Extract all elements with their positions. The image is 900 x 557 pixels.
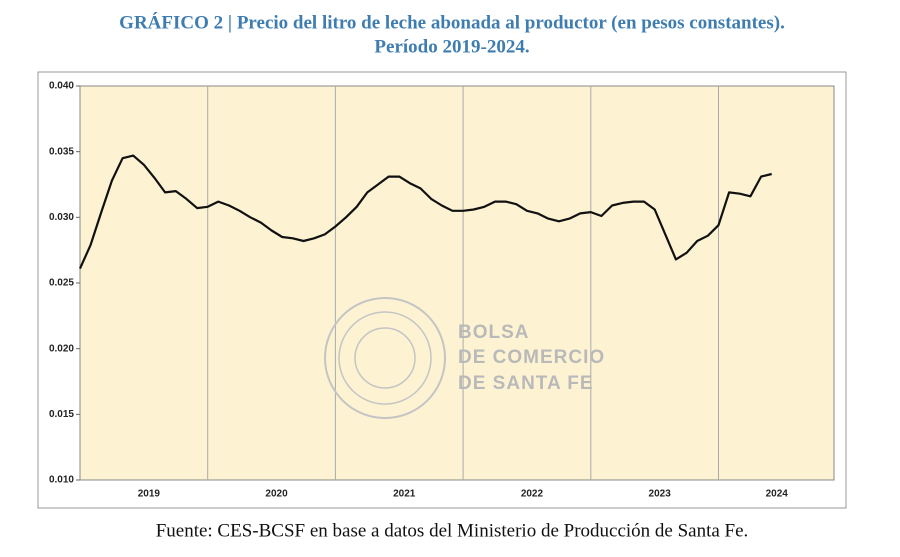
y-tick-label: 0.035 — [49, 146, 74, 157]
x-tick-label: 2021 — [393, 489, 416, 500]
x-tick-label: 2020 — [265, 489, 288, 500]
watermark-seal — [324, 297, 446, 419]
watermark-text: BOLSA — [458, 322, 530, 343]
y-tick-label: 0.025 — [49, 278, 74, 289]
y-tick-label: 0.010 — [49, 475, 74, 486]
y-tick-label: 0.015 — [49, 409, 74, 420]
x-tick-label: 2023 — [649, 489, 672, 500]
chart-subtitle: Período 2019-2024. — [374, 36, 529, 57]
x-tick-label: 2024 — [766, 489, 789, 500]
data-line — [78, 154, 772, 270]
y-tick-label: 0.030 — [49, 212, 74, 223]
source-note: Fuente: CES-BCSF en base a datos del Min… — [156, 520, 749, 541]
chart-title: GRÁFICO 2 | Precio del litro de leche ab… — [119, 11, 785, 33]
y-tick-label: 0.040 — [49, 81, 74, 92]
watermark-text: DE SANTA FE — [458, 373, 594, 394]
y-tick-label: 0.020 — [49, 343, 74, 354]
x-tick-label: 2019 — [138, 489, 161, 500]
plot-area — [79, 85, 835, 481]
watermark-text: DE COMERCIO — [458, 347, 605, 368]
x-tick-label: 2022 — [521, 489, 544, 500]
